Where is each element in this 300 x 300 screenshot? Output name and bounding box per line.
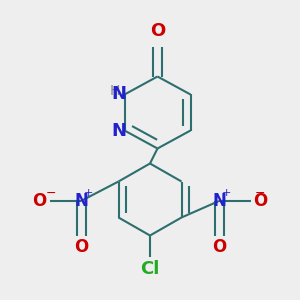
Text: O: O — [74, 238, 88, 256]
Text: N: N — [212, 192, 226, 210]
Text: +: + — [84, 188, 93, 199]
Text: O: O — [254, 192, 268, 210]
Text: −: − — [254, 187, 265, 200]
Text: N: N — [111, 122, 126, 140]
Text: O: O — [150, 22, 165, 40]
Text: −: − — [46, 187, 56, 200]
Text: N: N — [111, 85, 126, 103]
Text: H: H — [110, 85, 120, 98]
Text: +: + — [222, 188, 231, 199]
Text: N: N — [74, 192, 88, 210]
Text: O: O — [212, 238, 226, 256]
Text: Cl: Cl — [140, 260, 160, 278]
Text: O: O — [32, 192, 46, 210]
